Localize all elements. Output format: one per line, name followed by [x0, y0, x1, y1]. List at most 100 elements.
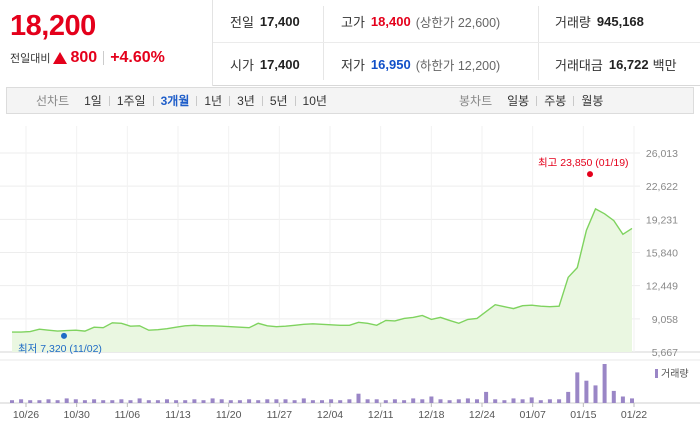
quote-info-grid: 전일 17,400 고가 18,400 (상한가 22,600) 거래량 945…: [213, 0, 700, 86]
volume-bar: [392, 399, 397, 403]
period-1y[interactable]: 1년: [204, 94, 223, 108]
volume-bar: [347, 399, 352, 403]
period-5y[interactable]: 5년: [269, 94, 288, 108]
volume-bar: [19, 399, 24, 403]
x-tick-label: 01/07: [520, 409, 546, 421]
prev-close-label: 전일: [230, 15, 254, 30]
line-chart-group: 선차트 1일 1주일 3개월 1년 3년 5년 10년: [36, 88, 331, 113]
low-value: 16,950: [370, 57, 411, 72]
info-divider: [323, 6, 324, 80]
volume-bar: [64, 398, 69, 403]
volume-bar: [237, 400, 242, 403]
volume-bar: [465, 398, 470, 403]
volume-bar: [329, 399, 334, 403]
info-divider: [538, 6, 539, 80]
period-1d[interactable]: 1일: [84, 94, 102, 108]
period-1w[interactable]: 1주일: [116, 94, 146, 108]
volume-bar: [502, 400, 507, 403]
current-price-box: 18,200 전일대비 800 +4.60%: [0, 0, 213, 86]
volume-bar: [110, 400, 115, 403]
volume-bar: [165, 399, 169, 403]
volume-label: 거래량: [555, 15, 591, 30]
volume-bar: [292, 400, 297, 403]
low-price: 저가 16,950 (하한가 12,200): [341, 43, 500, 86]
candle-daily[interactable]: 일봉: [507, 94, 530, 108]
min-point-marker: [61, 332, 67, 339]
volume-bar: [310, 400, 315, 403]
volume-bar: [201, 400, 206, 403]
x-tick-label: 11/13: [165, 409, 191, 421]
period-3y[interactable]: 3년: [237, 94, 255, 108]
volume-bar: [73, 399, 78, 403]
volume-value: 945,168: [596, 14, 644, 29]
volume-bar: [611, 390, 616, 403]
volume-bar: [174, 400, 179, 403]
toolbar-divider: [536, 95, 538, 106]
y-tick-label: 9,058: [652, 314, 678, 326]
toolbar-divider: [152, 95, 154, 106]
high-label: 고가: [341, 15, 365, 30]
volume-bar: [137, 398, 142, 403]
volume-bar: [128, 400, 133, 403]
volume-bar: [584, 380, 589, 403]
volume: 거래량 945,168: [555, 0, 644, 43]
volume-bar: [155, 400, 160, 403]
volume-bar: [630, 398, 634, 403]
price-chart: 26,013 22,622 19,231 15,840 12,449 9,058 5,667…: [0, 118, 700, 440]
y-tick-label: 19,231: [646, 214, 678, 226]
prev-close: 전일 17,400: [230, 0, 300, 43]
amount-value: 16,722: [608, 57, 649, 72]
volume-bar: [402, 400, 407, 403]
current-price: 18,200: [10, 10, 96, 42]
amount-unit: 백만: [652, 58, 677, 73]
volume-legend-label: 거래량: [661, 368, 689, 380]
volume-bar: [411, 398, 416, 403]
y-tick-label: 26,013: [646, 148, 678, 160]
volume-bar: [420, 399, 425, 403]
low-label: 저가: [341, 58, 365, 73]
candle-weekly[interactable]: 주봉: [544, 94, 567, 108]
min-label: 최저 7,320 (11/02): [18, 343, 102, 355]
price-line: [12, 207, 633, 333]
volume-bar: [484, 391, 489, 403]
volume-bar: [274, 399, 279, 403]
volume-bar: [538, 400, 543, 403]
volume-bar: [146, 400, 151, 403]
change-label: 전일대비: [10, 53, 51, 65]
info-row: 전일 17,400 고가 18,400 (상한가 22,600) 거래량 945…: [213, 0, 700, 43]
volume-bar: [429, 396, 434, 403]
open-price: 시가 17,400: [230, 43, 300, 86]
up-triangle-icon: [53, 52, 68, 64]
volume-bar: [447, 400, 452, 403]
volume-bar: [28, 400, 33, 403]
x-tick-label: 11/27: [267, 409, 293, 421]
prev-close-value: 17,400: [259, 14, 300, 29]
candle-chart-label: 봉차트: [459, 94, 493, 108]
volume-bar: [620, 396, 625, 403]
toolbar-divider: [573, 95, 575, 106]
volume-legend-swatch: [655, 369, 658, 378]
price-change: 전일대비 800 +4.60%: [10, 49, 165, 67]
high-price: 고가 18,400 (상한가 22,600): [341, 0, 500, 43]
max-label: 최고 23,850 (01/19): [538, 157, 629, 169]
x-tick-label: 12/18: [418, 409, 444, 421]
volume-bar: [10, 400, 14, 403]
volume-bar: [566, 391, 571, 403]
price-chart-svg: 26,013 22,622 19,231 15,840 12,449 9,058 5,667…: [0, 126, 700, 421]
volume-bar: [374, 399, 379, 403]
volume-bar: [228, 400, 233, 403]
volume-bar: [438, 399, 443, 403]
period-10y[interactable]: 10년: [302, 94, 327, 108]
change-rate: +4.60%: [110, 49, 165, 66]
volume-bar: [356, 393, 361, 403]
volume-bar: [456, 399, 461, 403]
period-3m[interactable]: 3개월: [160, 94, 190, 108]
volume-bar: [283, 399, 288, 403]
volume-bar: [575, 372, 580, 403]
x-tick-label: 01/15: [570, 409, 596, 421]
toolbar-divider: [261, 95, 263, 106]
volume-bar: [265, 399, 270, 403]
volume-bar: [493, 399, 498, 403]
open-value: 17,400: [259, 57, 300, 72]
candle-monthly[interactable]: 월봉: [581, 94, 604, 108]
